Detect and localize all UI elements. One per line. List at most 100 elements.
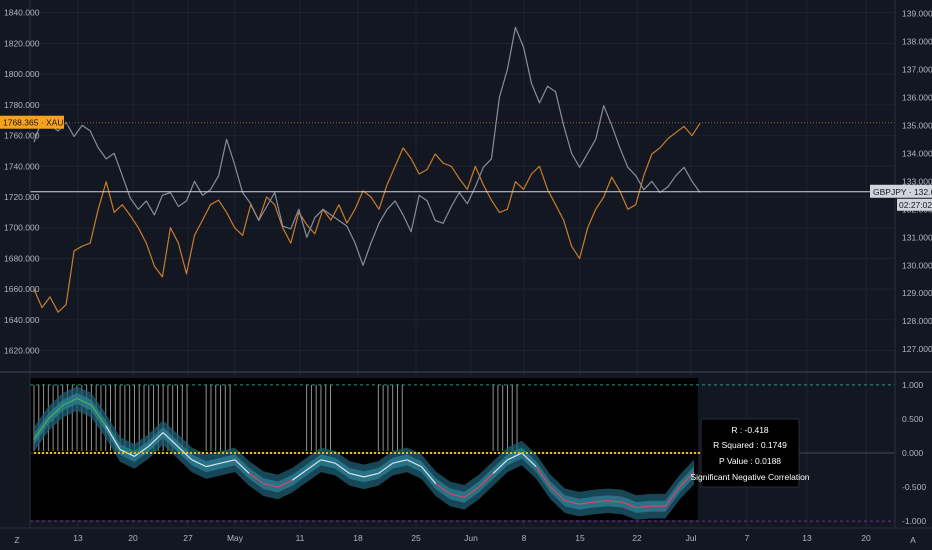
indicator-zero-dot xyxy=(510,452,512,454)
indicator-zero-dot xyxy=(106,452,108,454)
indicator-zero-dot xyxy=(642,452,644,454)
indicator-zero-dot xyxy=(342,452,344,454)
indicator-zero-dot xyxy=(166,452,168,454)
indicator-zero-dot xyxy=(398,452,400,454)
time-axis-tick-label: Jul xyxy=(686,533,697,543)
indicator-zero-dot xyxy=(658,452,660,454)
indicator-axis-tick-label: -0.500 xyxy=(902,482,926,492)
indicator-zero-dot xyxy=(442,452,444,454)
stats-r-squared: R Squared : 0.1749 xyxy=(713,440,787,450)
left-axis-tick-label: 1700.000 xyxy=(4,223,40,233)
last-price-tags: 1768.365 · XAUUSD GBPJPY · 132.626 02:27:0… xyxy=(0,115,932,211)
indicator-zero-dot xyxy=(546,452,548,454)
indicator-line-segment xyxy=(622,501,637,509)
left-axis-tick-label: 1640.000 xyxy=(4,315,40,325)
indicator-zero-dot xyxy=(150,452,152,454)
indicator-zero-dot xyxy=(214,452,216,454)
main-series xyxy=(33,26,701,313)
indicator-axis-tick-label: 0.000 xyxy=(902,448,924,458)
indicator-zero-dot xyxy=(370,452,372,454)
indicator-zero-dot xyxy=(390,452,392,454)
right-axis-tick-label: 137.000 xyxy=(902,64,932,74)
indicator-inner-band xyxy=(34,393,694,513)
indicator-zero-dot xyxy=(466,452,468,454)
indicator-zero-dot xyxy=(282,452,284,454)
indicator-zero-dot xyxy=(162,452,164,454)
indicator-line-segment xyxy=(177,445,193,461)
indicator-zero-dot xyxy=(630,452,632,454)
indicator-zero-dot xyxy=(682,452,684,454)
indicator-zero-dot xyxy=(322,452,324,454)
indicator-zero-dot xyxy=(474,452,476,454)
indicator-line-segment xyxy=(363,472,379,478)
indicator-zero-dot xyxy=(330,452,332,454)
indicator-zero-dot xyxy=(542,452,544,454)
left-price-axis[interactable]: 1840.000 1820.000 1800.000 1780.000 1760.000… xyxy=(4,8,40,356)
right-axis-tick-label: 136.000 xyxy=(902,92,932,102)
auto-scale-button[interactable]: A xyxy=(910,535,916,545)
indicator-zero-dot xyxy=(90,452,92,454)
indicator-zero-dot xyxy=(378,452,380,454)
time-axis[interactable]: 13 20 27 May 11 18 25 Jun 8 15 22 Jul 7 13 20 xyxy=(73,533,871,543)
indicator-zero-dot xyxy=(534,452,536,454)
indicator-correlation-line xyxy=(33,397,695,509)
stats-r: R : -0.418 xyxy=(731,425,769,435)
indicator-zero-dot xyxy=(202,452,204,454)
indicator-line-segment xyxy=(392,459,408,464)
indicator-zero-dot xyxy=(186,452,188,454)
indicator-zero-dot xyxy=(634,452,636,454)
indicator-zero-dot xyxy=(690,452,692,454)
xauusd-last-price-label: 1768.365 · XAUUSD xyxy=(3,118,81,128)
indicator-zero-dot xyxy=(362,452,364,454)
indicator-zero-dot xyxy=(346,452,348,454)
indicator-line-segment xyxy=(148,432,164,447)
indicator-line-segment xyxy=(478,473,494,488)
indicator-zero-dot xyxy=(562,452,564,454)
indicator-zero-dot xyxy=(82,452,84,454)
indicator-zero-dot xyxy=(174,452,176,454)
indicator-zero-dot xyxy=(698,452,700,454)
indicator-line-segment xyxy=(277,479,293,488)
indicator-price-axis[interactable]: 1.000 0.500 0.000 -0.500 -1.000 xyxy=(902,380,926,526)
indicator-zero-dot xyxy=(58,452,60,454)
indicator-line-segment xyxy=(435,483,451,495)
timezone-button-bg[interactable] xyxy=(10,532,24,546)
right-axis-tick-label: 127.000 xyxy=(902,344,932,354)
right-axis-tick-label: 133.000 xyxy=(902,176,932,186)
indicator-zero-dot xyxy=(302,452,304,454)
indicator-zero-dot xyxy=(394,452,396,454)
timezone-icon[interactable]: Z xyxy=(14,535,19,545)
left-axis-tick-label: 1680.000 xyxy=(4,253,40,263)
indicator-zero-dots xyxy=(34,452,700,454)
indicator-zero-dot xyxy=(386,452,388,454)
indicator-zero-dot xyxy=(114,452,116,454)
indicator-zero-dot xyxy=(34,452,36,454)
timezone-button[interactable]: Z xyxy=(10,532,24,546)
indicator-zero-dot xyxy=(670,452,672,454)
indicator-zero-dot xyxy=(450,452,452,454)
indicator-zero-dot xyxy=(694,452,696,454)
indicator-zero-dot xyxy=(382,452,384,454)
indicator-line-segment xyxy=(306,459,322,471)
indicator-zero-dot xyxy=(626,452,628,454)
indicator-zero-dot xyxy=(518,452,520,454)
indicator-zero-dot xyxy=(242,452,244,454)
indicator-zero-dot xyxy=(498,452,500,454)
indicator-zero-dot xyxy=(650,452,652,454)
gbpjpy-countdown-tag xyxy=(897,198,932,211)
indicator-zero-dot xyxy=(506,452,508,454)
indicator-line-segment xyxy=(664,486,681,507)
indicator-zero-dot xyxy=(190,452,192,454)
time-axis-tick-label: 13 xyxy=(73,533,83,543)
gbpjpy-countdown-label: 02:27:02 xyxy=(899,200,932,210)
indicator-line-segment xyxy=(263,483,279,488)
indicator-line-segment xyxy=(162,432,178,447)
indicator-zero-dot xyxy=(54,452,56,454)
indicator-zero-dot xyxy=(234,452,236,454)
time-axis-tick-label: 22 xyxy=(632,533,642,543)
indicator-zero-dot xyxy=(602,452,604,454)
indicator-zero-dot xyxy=(206,452,208,454)
indicator-zero-dot xyxy=(306,452,308,454)
auto-scale-icon[interactable]: A xyxy=(910,535,916,545)
